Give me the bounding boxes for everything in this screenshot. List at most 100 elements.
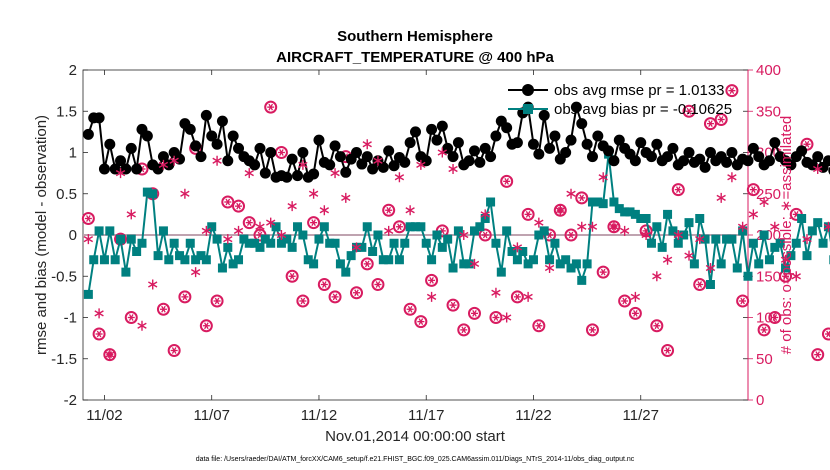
rmse-point	[249, 159, 261, 171]
obs-possible-point	[746, 183, 760, 197]
y-tick-label-left: 1.5	[56, 103, 77, 120]
rmse-point	[699, 161, 711, 173]
obs-assimilated-point	[330, 168, 340, 179]
rmse-point	[195, 151, 207, 163]
rmse-point	[586, 151, 598, 163]
rmse-point	[511, 137, 523, 149]
bias-point	[550, 238, 560, 248]
obs-assimilated-point	[83, 234, 94, 245]
bias-point	[99, 255, 109, 265]
obs-assimilated-point	[598, 172, 608, 183]
obs-possible-point	[736, 294, 750, 308]
bias-point	[303, 255, 313, 265]
obs-assimilated-point	[652, 271, 662, 282]
rmse-point	[404, 137, 416, 149]
obs-assimilated-point	[180, 188, 190, 199]
rmse-point	[297, 147, 309, 158]
rmse-point	[388, 160, 400, 172]
bias-point	[341, 267, 351, 277]
obs-assimilated-point	[341, 192, 351, 203]
bias-point	[566, 263, 576, 273]
bias-point	[330, 238, 340, 248]
bias-point	[523, 259, 533, 269]
bias-point	[684, 218, 694, 228]
obs-possible-point	[285, 269, 299, 283]
rmse-point	[570, 101, 582, 113]
bias-point	[797, 214, 807, 223]
rmse-point	[254, 142, 266, 154]
x-tick-label: 11/27	[623, 407, 659, 424]
obs-assimilated-point	[426, 291, 437, 302]
rmse-point	[565, 134, 577, 146]
rmse-point	[822, 155, 830, 167]
obs-possible-point	[768, 311, 782, 324]
obs-assimilated-point	[137, 320, 147, 331]
obs-assimilated-point	[287, 201, 297, 212]
bias-point	[716, 259, 726, 269]
rmse-point	[581, 138, 593, 150]
legend-rmse-marker	[522, 84, 534, 96]
obs-possible-point	[178, 290, 192, 304]
obs-assimilated-point	[298, 159, 308, 170]
obs-assimilated-point	[737, 221, 748, 232]
obs-assimilated-point	[823, 221, 830, 232]
obs-assimilated-point	[609, 221, 619, 232]
bias-point	[754, 259, 764, 269]
rmse-point	[329, 140, 341, 152]
obs-assimilated-point	[770, 221, 780, 232]
y-tick-label-left: 1	[69, 145, 77, 162]
obs-possible-point	[392, 220, 406, 234]
obs-possible-point	[242, 216, 256, 230]
bias-point	[244, 238, 254, 248]
obs-possible-point	[532, 319, 546, 333]
rmse-point	[667, 142, 679, 154]
bias-point	[142, 187, 152, 197]
bias-point	[561, 255, 571, 265]
bias-point	[271, 222, 281, 232]
rmse-point	[576, 118, 588, 130]
rmse-point	[222, 155, 234, 167]
rmse-point	[157, 151, 169, 163]
obs-assimilated-point	[566, 188, 576, 199]
rmse-point	[560, 147, 572, 158]
bias-point	[813, 218, 823, 228]
bias-point	[416, 222, 426, 232]
y-tick-label-right: 350	[756, 103, 781, 120]
obs-assimilated-point	[255, 221, 265, 232]
chart-title: Southern Hemisphere	[337, 28, 493, 45]
bias-point	[234, 255, 244, 265]
obs-assimilated-point	[362, 139, 372, 150]
bias-point	[786, 251, 796, 261]
chart-subtitle: AIRCRAFT_TEMPERATURE @ 400 hPa	[276, 49, 554, 66]
obs-assimilated-point	[319, 205, 330, 216]
bias-point	[121, 267, 131, 277]
rmse-point	[785, 159, 797, 171]
obs-possible-point	[725, 84, 739, 98]
obs-possible-point	[296, 294, 310, 308]
bias-point	[781, 263, 791, 273]
bias-point	[293, 222, 303, 232]
bias-point	[319, 222, 329, 232]
obs-assimilated-point	[190, 267, 201, 278]
rmse-point	[340, 166, 352, 178]
bias-point	[453, 226, 463, 236]
bias-point	[518, 247, 528, 256]
bias-point	[732, 263, 742, 273]
rmse-point	[233, 142, 245, 154]
bias-point	[705, 280, 715, 289]
bias-point	[475, 222, 485, 232]
obs-possible-point	[521, 207, 535, 221]
obs-possible-point	[328, 290, 342, 304]
obs-assimilated-point	[619, 225, 630, 236]
bias-point	[148, 189, 158, 199]
rmse-point	[753, 151, 765, 163]
bias-point	[432, 230, 442, 240]
obs-possible-point	[703, 117, 717, 131]
rmse-point	[313, 134, 325, 146]
bias-point	[668, 226, 678, 236]
rmse-point	[527, 138, 539, 150]
bias-point	[223, 242, 233, 252]
rmse-point	[308, 168, 320, 180]
rmse-point	[796, 145, 808, 157]
